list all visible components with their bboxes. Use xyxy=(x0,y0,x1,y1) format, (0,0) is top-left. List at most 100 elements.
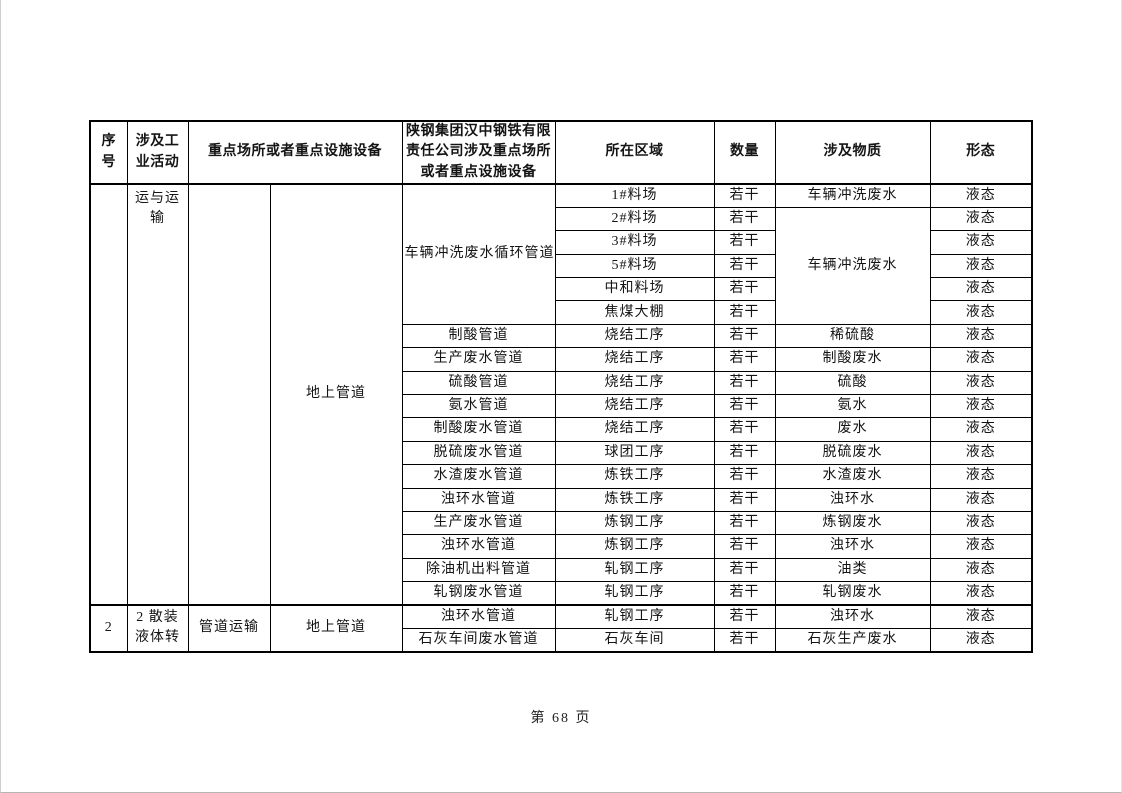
cell-substance: 轧钢废水 xyxy=(774,581,931,606)
cell-region: 烧结工序 xyxy=(554,347,715,372)
cell-region: 烧结工序 xyxy=(554,370,715,396)
cell-state: 液态 xyxy=(929,253,1033,279)
cell-facility: 水渣废水管道 xyxy=(401,464,556,489)
table-body: 运与运 输地上管道 车辆冲洗废水循环管道 1#料场 若干 车辆冲洗废水 液态 2#料场 若干车… xyxy=(89,183,1033,653)
cell-state: 液态 xyxy=(929,487,1033,512)
cell-substance: 浊环水 xyxy=(774,487,931,512)
cell-quantity: 若干 xyxy=(713,394,776,419)
cell-substance: 脱硫废水 xyxy=(774,440,931,466)
cell-state: 液态 xyxy=(929,277,1033,302)
cell-quantity: 若干 xyxy=(713,604,776,629)
cell-substance: 车辆冲洗废水 xyxy=(774,206,931,325)
cell-facility: 制酸废水管道 xyxy=(401,417,556,442)
cell-facility: 浊环水管道 xyxy=(401,487,556,512)
cell-state: 液态 xyxy=(929,581,1033,606)
cell-quantity: 若干 xyxy=(713,487,776,512)
cell-activity: 运与运 输 xyxy=(126,183,189,606)
cell-quantity: 若干 xyxy=(713,230,776,255)
cell-state: 液态 xyxy=(929,183,1033,208)
cell-quantity: 若干 xyxy=(713,417,776,442)
cell-region: 炼钢工序 xyxy=(554,510,715,536)
cell-substance: 氨水 xyxy=(774,394,931,419)
cell-region: 焦煤大棚 xyxy=(554,300,715,325)
cell-facility: 硫酸管道 xyxy=(401,370,556,396)
cell-quantity: 若干 xyxy=(713,300,776,325)
cell-state: 液态 xyxy=(929,534,1033,559)
page-number: 第 68 页 xyxy=(530,711,592,726)
cell-substance: 浊环水 xyxy=(774,604,931,629)
cell-quantity: 若干 xyxy=(713,183,776,208)
cell-state: 液态 xyxy=(929,370,1033,396)
col-header-region: 所在区域 xyxy=(554,120,715,185)
cell-state: 液态 xyxy=(929,440,1033,466)
cell-activity: 2 散装 液体转 xyxy=(126,604,189,653)
col-header-state: 形态 xyxy=(929,120,1033,185)
cell-state: 液态 xyxy=(929,394,1033,419)
cell-state: 液态 xyxy=(929,206,1033,232)
cell-state: 液态 xyxy=(929,627,1033,653)
cell-facility: 脱硫废水管道 xyxy=(401,440,556,466)
cell-quantity: 若干 xyxy=(713,347,776,372)
cell-region: 球团工序 xyxy=(554,440,715,466)
cell-facility: 生产废水管道 xyxy=(401,347,556,372)
cell-quantity: 若干 xyxy=(713,277,776,302)
cell-substance: 制酸废水 xyxy=(774,347,931,372)
cell-region: 烧结工序 xyxy=(554,394,715,419)
cell-substance: 浊环水 xyxy=(774,534,931,559)
cell-state: 液态 xyxy=(929,347,1033,372)
cell-substance: 车辆冲洗废水 xyxy=(774,183,931,208)
cell-substance: 石灰生产废水 xyxy=(774,627,931,653)
cell-state: 液态 xyxy=(929,557,1033,583)
cell-region: 炼钢工序 xyxy=(554,534,715,559)
cell-facility: 除油机出料管道 xyxy=(401,557,556,583)
cell-region: 5#料场 xyxy=(554,253,715,279)
cell-facility: 石灰车间废水管道 xyxy=(401,627,556,653)
facilities-table: 序 号涉及工 业活动 重点场所或者重点设施设备 陕钢集团汉中钢铁有限 责任公司涉及重… xyxy=(89,120,1033,653)
cell-region: 3#料场 xyxy=(554,230,715,255)
cell-facility-category: 地上管道 xyxy=(269,183,403,606)
cell-region: 炼铁工序 xyxy=(554,487,715,512)
cell-substance: 稀硫酸 xyxy=(774,323,931,349)
cell-quantity: 若干 xyxy=(713,370,776,396)
cell-seq xyxy=(89,183,128,606)
cell-state: 液态 xyxy=(929,230,1033,255)
cell-substance: 水渣废水 xyxy=(774,464,931,489)
col-header-quantity: 数量 xyxy=(713,120,776,185)
cell-quantity: 若干 xyxy=(713,464,776,489)
cell-facility: 氨水管道 xyxy=(401,394,556,419)
cell-seq: 2 xyxy=(89,604,128,653)
cell-region: 石灰车间 xyxy=(554,627,715,653)
cell-state: 液态 xyxy=(929,417,1033,442)
cell-substance: 油类 xyxy=(774,557,931,583)
cell-quantity: 若干 xyxy=(713,253,776,279)
cell-quantity: 若干 xyxy=(713,440,776,466)
col-header-seq: 序 号 xyxy=(89,120,128,185)
col-header-activity: 涉及工 业活动 xyxy=(126,120,189,185)
cell-region: 烧结工序 xyxy=(554,323,715,349)
cell-state: 液态 xyxy=(929,323,1033,349)
cell-region: 中和料场 xyxy=(554,277,715,302)
cell-region: 烧结工序 xyxy=(554,417,715,442)
cell-region: 轧钢工序 xyxy=(554,604,715,629)
cell-facility: 制酸管道 xyxy=(401,323,556,349)
cell-region: 炼铁工序 xyxy=(554,464,715,489)
cell-substance: 硫酸 xyxy=(774,370,931,396)
cell-facility: 浊环水管道 xyxy=(401,534,556,559)
cell-quantity: 若干 xyxy=(713,510,776,536)
cell-substance: 炼钢废水 xyxy=(774,510,931,536)
cell-quantity: 若干 xyxy=(713,206,776,232)
cell-place-category xyxy=(187,183,271,606)
cell-region: 1#料场 xyxy=(554,183,715,208)
cell-state: 液态 xyxy=(929,510,1033,536)
col-header-company-places: 陕钢集团汉中钢铁有限 责任公司涉及重点场所 或者重点设施设备 xyxy=(401,120,556,185)
cell-state: 液态 xyxy=(929,300,1033,325)
cell-state: 液态 xyxy=(929,464,1033,489)
cell-place-category: 管道运输 xyxy=(187,604,271,653)
cell-quantity: 若干 xyxy=(713,534,776,559)
cell-facility: 车辆冲洗废水循环管道 xyxy=(401,183,556,325)
cell-region: 轧钢工序 xyxy=(554,557,715,583)
cell-quantity: 若干 xyxy=(713,323,776,349)
table-header: 序 号涉及工 业活动 重点场所或者重点设施设备 陕钢集团汉中钢铁有限 责任公司涉及重… xyxy=(89,120,1033,185)
cell-quantity: 若干 xyxy=(713,581,776,606)
